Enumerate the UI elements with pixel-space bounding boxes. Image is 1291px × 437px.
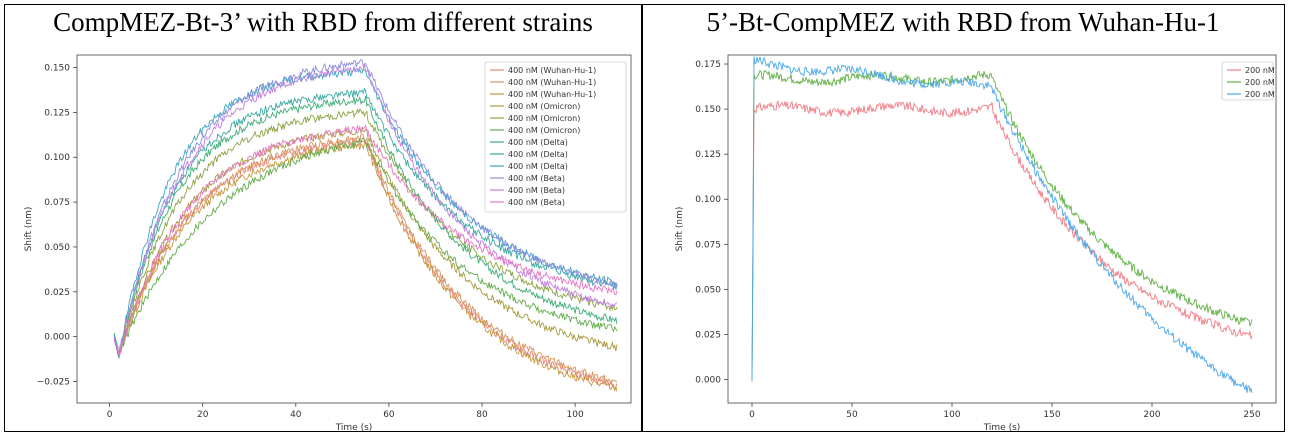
y-tick-label: 0.150 xyxy=(695,105,721,115)
y-tick-label: 0.025 xyxy=(695,330,721,340)
legend-label: 400 nM (Omicron) xyxy=(508,114,580,123)
x-tick-label: 20 xyxy=(197,410,209,420)
series-line xyxy=(113,95,618,358)
y-tick-label: −0.025 xyxy=(37,377,70,387)
y-tick-label: 0.100 xyxy=(695,195,721,205)
y-tick-label: 0.050 xyxy=(44,243,70,253)
legend-label: 400 nM (Delta) xyxy=(508,150,568,159)
legend-label: 200 nM xyxy=(1245,66,1275,75)
series-line xyxy=(751,56,1253,394)
y-axis-label: Shift (nm) xyxy=(24,207,34,252)
legend-label: 400 nM (Omicron) xyxy=(508,126,580,135)
legend-label: 400 nM (Wuhan-Hu-1) xyxy=(508,90,596,99)
legend-label: 400 nM (Omicron) xyxy=(508,102,580,111)
x-tick-label: 60 xyxy=(383,410,395,420)
panel-divider xyxy=(641,5,643,431)
legend-label: 400 nM (Beta) xyxy=(508,198,565,207)
left-panel: CompMEZ-Bt-3’ with RBD from different st… xyxy=(5,5,641,431)
series-line xyxy=(113,87,618,357)
legend-box xyxy=(484,61,627,213)
series-line xyxy=(113,125,618,356)
legend-label: 200 nM xyxy=(1245,78,1275,87)
legend-box xyxy=(1221,61,1274,101)
legend-label: 400 nM (Delta) xyxy=(508,162,568,171)
y-tick-label: 0.125 xyxy=(44,108,70,118)
y-tick-label: 0.025 xyxy=(44,288,70,298)
legend-label: 400 nM (Beta) xyxy=(508,186,565,195)
x-axis-label: Time (s) xyxy=(335,423,373,431)
series-line xyxy=(113,124,618,356)
y-tick-label: 0.175 xyxy=(695,60,721,70)
series-line xyxy=(113,107,618,359)
legend-label: 400 nM (Wuhan-Hu-1) xyxy=(508,78,596,87)
x-tick-label: 250 xyxy=(1243,410,1260,420)
series-line xyxy=(113,137,618,358)
series-line xyxy=(113,141,618,392)
series-line xyxy=(113,64,618,356)
y-tick-label: 0.075 xyxy=(44,198,70,208)
legend-label: 400 nM (Delta) xyxy=(508,138,568,147)
x-tick-label: 200 xyxy=(1143,410,1160,420)
x-tick-label: 150 xyxy=(1043,410,1060,420)
x-axis-label: Time (s) xyxy=(983,423,1021,431)
left-chart-title: CompMEZ-Bt-3’ with RBD from different st… xyxy=(53,7,593,37)
y-tick-label: 0.000 xyxy=(44,333,70,343)
y-tick-label: 0.075 xyxy=(695,240,721,250)
y-tick-label: 0.125 xyxy=(695,150,721,160)
figure-table: CompMEZ-Bt-3’ with RBD from different st… xyxy=(4,4,1285,432)
series-line xyxy=(113,133,618,386)
x-tick-label: 0 xyxy=(107,410,113,420)
right-panel: 5’-Bt-CompMEZ with RBD from Wuhan-Hu-1 0… xyxy=(642,5,1284,431)
x-tick-label: 100 xyxy=(943,410,960,420)
x-tick-label: 80 xyxy=(476,410,488,420)
legend-label: 400 nM (Wuhan-Hu-1) xyxy=(508,66,596,75)
plot-frame xyxy=(727,54,1277,404)
y-tick-label: 0.150 xyxy=(44,64,70,74)
legend-label: 200 nM xyxy=(1245,90,1275,99)
y-tick-label: 0.050 xyxy=(695,285,721,295)
left-chart: 0 20 40 60 80 100 −0.025 0.000 0.025 0.050 0.075 0.… xyxy=(24,54,632,431)
right-chart: 0 50 100 150 200 250 0.000 0.025 0.050 0.075 0.100… xyxy=(675,54,1277,431)
x-tick-label: 0 xyxy=(749,410,755,420)
x-tick-label: 40 xyxy=(290,410,302,420)
legend-label: 400 nM (Beta) xyxy=(508,174,565,183)
series-line xyxy=(751,99,1253,379)
y-tick-label: 0.000 xyxy=(695,376,721,386)
y-axis-label: Shift (nm) xyxy=(675,207,685,252)
right-chart-title: 5’-Bt-CompMEZ with RBD from Wuhan-Hu-1 xyxy=(706,7,1220,37)
y-tick-label: 0.100 xyxy=(44,153,70,163)
series-line xyxy=(113,58,618,356)
series-line xyxy=(751,69,1253,380)
x-tick-label: 50 xyxy=(846,410,858,420)
plot-frame xyxy=(76,54,632,404)
x-tick-label: 100 xyxy=(567,410,584,420)
